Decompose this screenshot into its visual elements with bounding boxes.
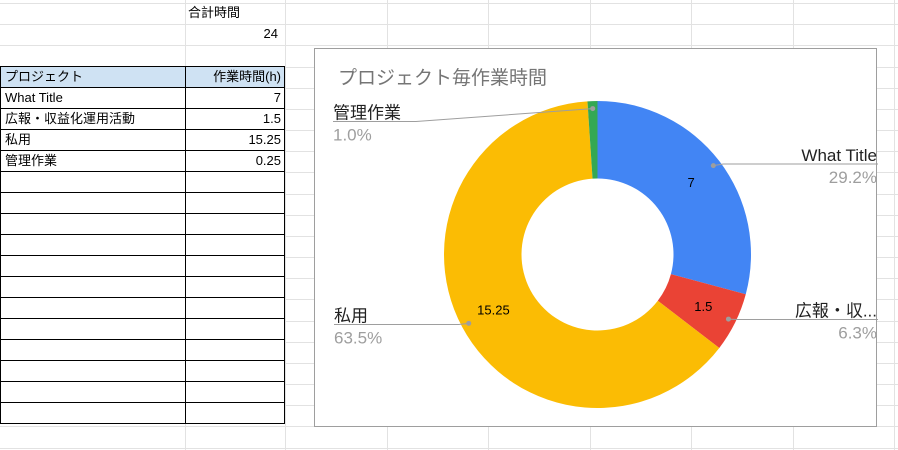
slice-value-2: 15.25 [477,303,510,318]
slice-percent-2: 63.5% [334,329,382,348]
table-row-empty [1,319,284,340]
gridline-horizontal [0,24,898,25]
table-row-empty [1,235,284,256]
hours-cell[interactable] [186,340,284,360]
project-cell[interactable] [1,361,186,381]
hours-cell[interactable] [186,214,284,234]
project-header-cell[interactable]: プロジェクト [1,67,186,87]
hours-cell[interactable]: 0.25 [255,153,281,168]
slice-label-3: 管理作業 [333,104,401,123]
project-cell[interactable] [1,193,186,213]
project-cell[interactable] [1,214,186,234]
table-row-empty [1,214,284,235]
hours-cell[interactable] [186,277,284,297]
table-row-empty [1,382,284,403]
pie-slice-2[interactable] [443,101,720,409]
table-row-empty [1,361,284,382]
project-cell[interactable]: 私用 [1,130,186,150]
callout-line-3 [333,108,593,122]
table-row-empty [1,256,284,277]
project-cell[interactable] [1,382,186,402]
hours-cell[interactable] [186,361,284,381]
total-hours-label-cell[interactable]: 合計時間 [188,5,241,20]
slice-percent-0: 29.2% [829,168,877,187]
slice-percent-3: 1.0% [333,126,372,145]
slice-percent-1: 6.3% [838,324,877,343]
hours-cell[interactable]: 1.5 [262,111,281,126]
hours-cell[interactable] [186,298,284,318]
donut-chart-svg: What Title 29.2% 7 広報・収... 6.3% 1.5 私用 63.5% 15.… [333,101,878,409]
hours-cell[interactable] [186,256,284,276]
slice-label-1: 広報・収... [795,302,877,321]
hours-cell[interactable] [186,403,284,423]
project-cell[interactable] [1,172,186,192]
project-cell[interactable] [1,235,186,255]
table-row-empty [1,298,284,319]
project-cell[interactable] [1,256,186,276]
table-row-empty [1,340,284,361]
table-row-data-2: 私用 15.25 [1,130,284,151]
table-row-empty [1,403,284,424]
project-hours-table: プロジェクト 作業時間(h) What Title 7 広報・収益化運用活動 1.5 私用 1… [0,66,285,424]
project-cell[interactable] [1,340,186,360]
chart-title: プロジェクト毎作業時間 [338,68,548,89]
slice-label-2: 私用 [334,307,368,326]
embedded-donut-chart[interactable]: プロジェクト毎作業時間 What Title 29.2% 7 広報・収... 6.3% 1… [314,48,878,427]
callout-line-2 [334,322,469,325]
callout-dot-2 [466,320,472,326]
project-cell[interactable]: 広報・収益化運用活動 [1,109,186,129]
project-cell[interactable] [1,277,186,297]
hours-header-cell[interactable]: 作業時間(h) [186,67,284,87]
hours-cell[interactable] [186,382,284,402]
table-row-empty [1,277,284,298]
hours-cell[interactable]: 15.25 [248,132,281,147]
table-row-header: プロジェクト 作業時間(h) [1,67,284,88]
callout-dot-3 [590,106,596,112]
project-cell[interactable]: 管理作業 [1,151,186,171]
slice-label-0: What Title [801,146,877,165]
hours-cell[interactable] [186,235,284,255]
pie-slice-3[interactable] [587,101,598,179]
table-row-empty [1,193,284,214]
callout-dot-1 [725,316,731,322]
total-hours-value-cell[interactable]: 24 [263,26,278,41]
slice-value-0: 7 [688,175,695,190]
table-row-data-1: 広報・収益化運用活動 1.5 [1,109,284,130]
project-cell[interactable] [1,403,186,423]
table-row-data-3: 管理作業 0.25 [1,151,284,172]
table-row-data-0: What Title 7 [1,88,284,109]
hours-cell[interactable] [186,172,284,192]
pie-slice-0[interactable] [597,101,752,295]
gridline-horizontal [0,3,898,4]
gridline-horizontal [0,45,898,46]
project-cell[interactable]: What Title [1,88,186,108]
hours-cell[interactable]: 7 [273,90,281,105]
gridline-vertical [285,0,286,450]
hours-cell[interactable] [186,193,284,213]
gridline-horizontal [0,448,898,449]
project-cell[interactable] [1,298,186,318]
callout-dot-0 [710,163,716,169]
project-cell[interactable] [1,319,186,339]
slice-value-1: 1.5 [694,299,712,314]
table-row-empty [1,172,284,193]
gridline-vertical [894,0,895,450]
hours-cell[interactable] [186,319,284,339]
callout-line-0 [713,163,878,167]
pie-slice-1[interactable] [657,274,746,348]
